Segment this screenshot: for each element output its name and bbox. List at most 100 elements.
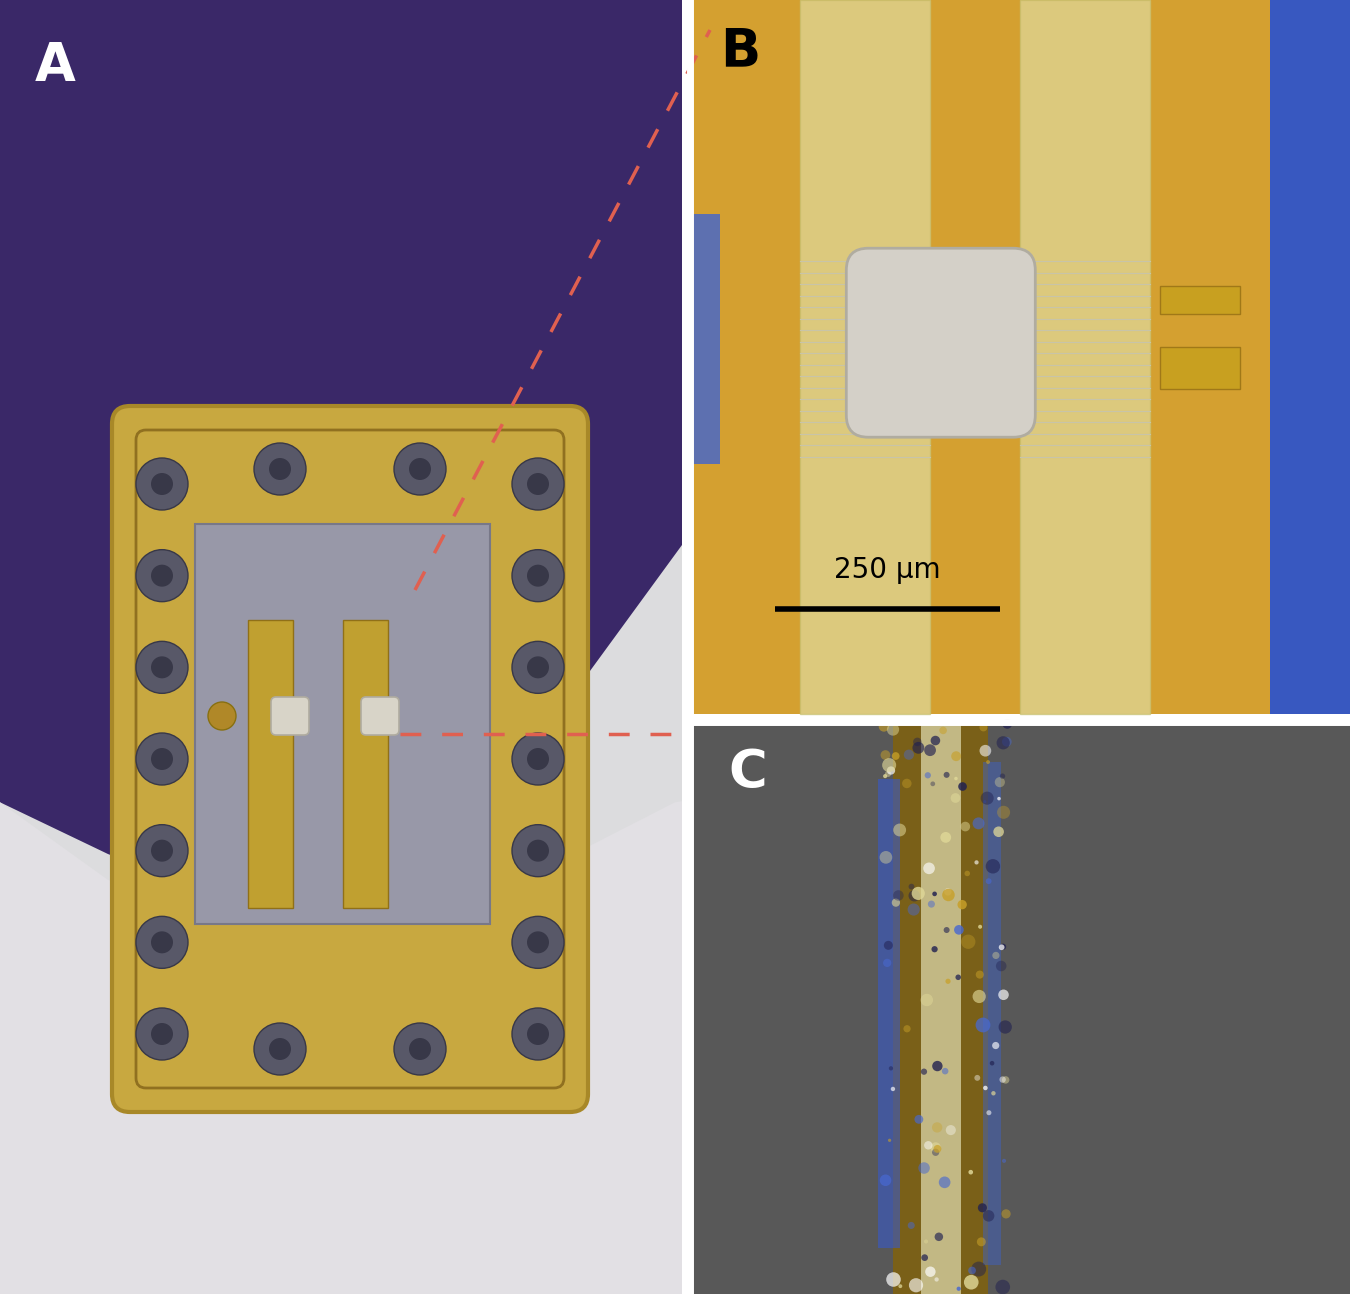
Circle shape	[254, 1024, 306, 1075]
Circle shape	[902, 779, 911, 788]
Circle shape	[151, 474, 173, 496]
Circle shape	[956, 974, 961, 980]
Circle shape	[958, 782, 967, 791]
Polygon shape	[0, 776, 837, 1294]
Circle shape	[888, 1066, 894, 1070]
Circle shape	[931, 946, 938, 952]
Circle shape	[921, 1069, 927, 1075]
Circle shape	[907, 1222, 915, 1229]
FancyBboxPatch shape	[846, 248, 1035, 437]
Circle shape	[903, 1025, 911, 1033]
Circle shape	[964, 1275, 979, 1290]
Circle shape	[980, 745, 991, 757]
Bar	[1160, 286, 1241, 314]
Circle shape	[269, 458, 292, 480]
Circle shape	[884, 941, 892, 950]
Circle shape	[909, 884, 914, 889]
Circle shape	[136, 458, 188, 510]
Text: A: A	[35, 40, 76, 92]
Bar	[248, 620, 293, 908]
Circle shape	[526, 656, 549, 678]
Circle shape	[954, 776, 957, 780]
Circle shape	[940, 727, 946, 734]
Bar	[343, 620, 387, 908]
Circle shape	[994, 827, 1004, 837]
Circle shape	[1002, 736, 1011, 747]
Circle shape	[931, 1149, 940, 1156]
Circle shape	[892, 898, 900, 907]
Circle shape	[999, 945, 1004, 950]
FancyBboxPatch shape	[271, 697, 309, 735]
Circle shape	[883, 774, 887, 778]
Bar	[879, 779, 900, 1249]
Circle shape	[512, 1008, 564, 1060]
Bar	[1160, 347, 1241, 389]
Bar	[1021, 0, 1150, 714]
Circle shape	[968, 1170, 973, 1175]
Bar	[690, 215, 720, 465]
Circle shape	[998, 990, 1008, 1000]
Circle shape	[1000, 774, 1006, 779]
Circle shape	[512, 732, 564, 785]
Bar	[801, 0, 930, 714]
Circle shape	[151, 564, 173, 586]
Circle shape	[914, 1115, 923, 1123]
Circle shape	[136, 824, 188, 876]
Circle shape	[269, 1038, 292, 1060]
Circle shape	[957, 899, 967, 910]
Circle shape	[880, 851, 892, 863]
Circle shape	[979, 925, 981, 929]
Circle shape	[992, 1042, 999, 1049]
Circle shape	[136, 550, 188, 602]
Circle shape	[136, 732, 188, 785]
Circle shape	[512, 642, 564, 694]
Circle shape	[977, 1237, 986, 1246]
Bar	[682, 0, 1350, 722]
Bar	[690, 722, 1350, 1294]
Circle shape	[968, 1267, 976, 1275]
Circle shape	[512, 458, 564, 510]
Circle shape	[944, 888, 952, 895]
Circle shape	[986, 760, 990, 763]
Circle shape	[945, 978, 950, 983]
Circle shape	[1003, 719, 1012, 729]
Circle shape	[930, 736, 940, 745]
Circle shape	[254, 443, 306, 496]
FancyBboxPatch shape	[360, 697, 400, 735]
Circle shape	[911, 886, 925, 899]
Circle shape	[913, 741, 925, 753]
Circle shape	[952, 752, 961, 761]
Circle shape	[526, 932, 549, 954]
Circle shape	[886, 1272, 900, 1286]
Circle shape	[972, 818, 984, 829]
Circle shape	[933, 892, 937, 897]
Circle shape	[950, 793, 960, 802]
Circle shape	[983, 1086, 988, 1091]
Circle shape	[909, 1278, 923, 1293]
Circle shape	[977, 1203, 987, 1212]
Circle shape	[980, 723, 987, 731]
Circle shape	[933, 1145, 941, 1153]
Circle shape	[944, 773, 949, 778]
Circle shape	[961, 934, 976, 949]
Bar	[690, 0, 1350, 714]
Circle shape	[512, 824, 564, 876]
Circle shape	[996, 960, 1007, 972]
Circle shape	[964, 871, 971, 876]
Circle shape	[986, 859, 1000, 873]
Circle shape	[971, 1262, 987, 1276]
Circle shape	[151, 656, 173, 678]
Text: C: C	[728, 747, 767, 798]
Circle shape	[999, 1077, 1006, 1083]
Circle shape	[409, 1038, 431, 1060]
Circle shape	[923, 863, 936, 875]
Circle shape	[995, 1280, 1010, 1294]
Circle shape	[526, 564, 549, 586]
Circle shape	[954, 925, 964, 934]
Polygon shape	[0, 0, 837, 906]
Circle shape	[898, 1284, 902, 1288]
Circle shape	[938, 1176, 950, 1188]
Bar	[1270, 0, 1350, 714]
Circle shape	[887, 766, 895, 775]
Circle shape	[913, 738, 922, 747]
